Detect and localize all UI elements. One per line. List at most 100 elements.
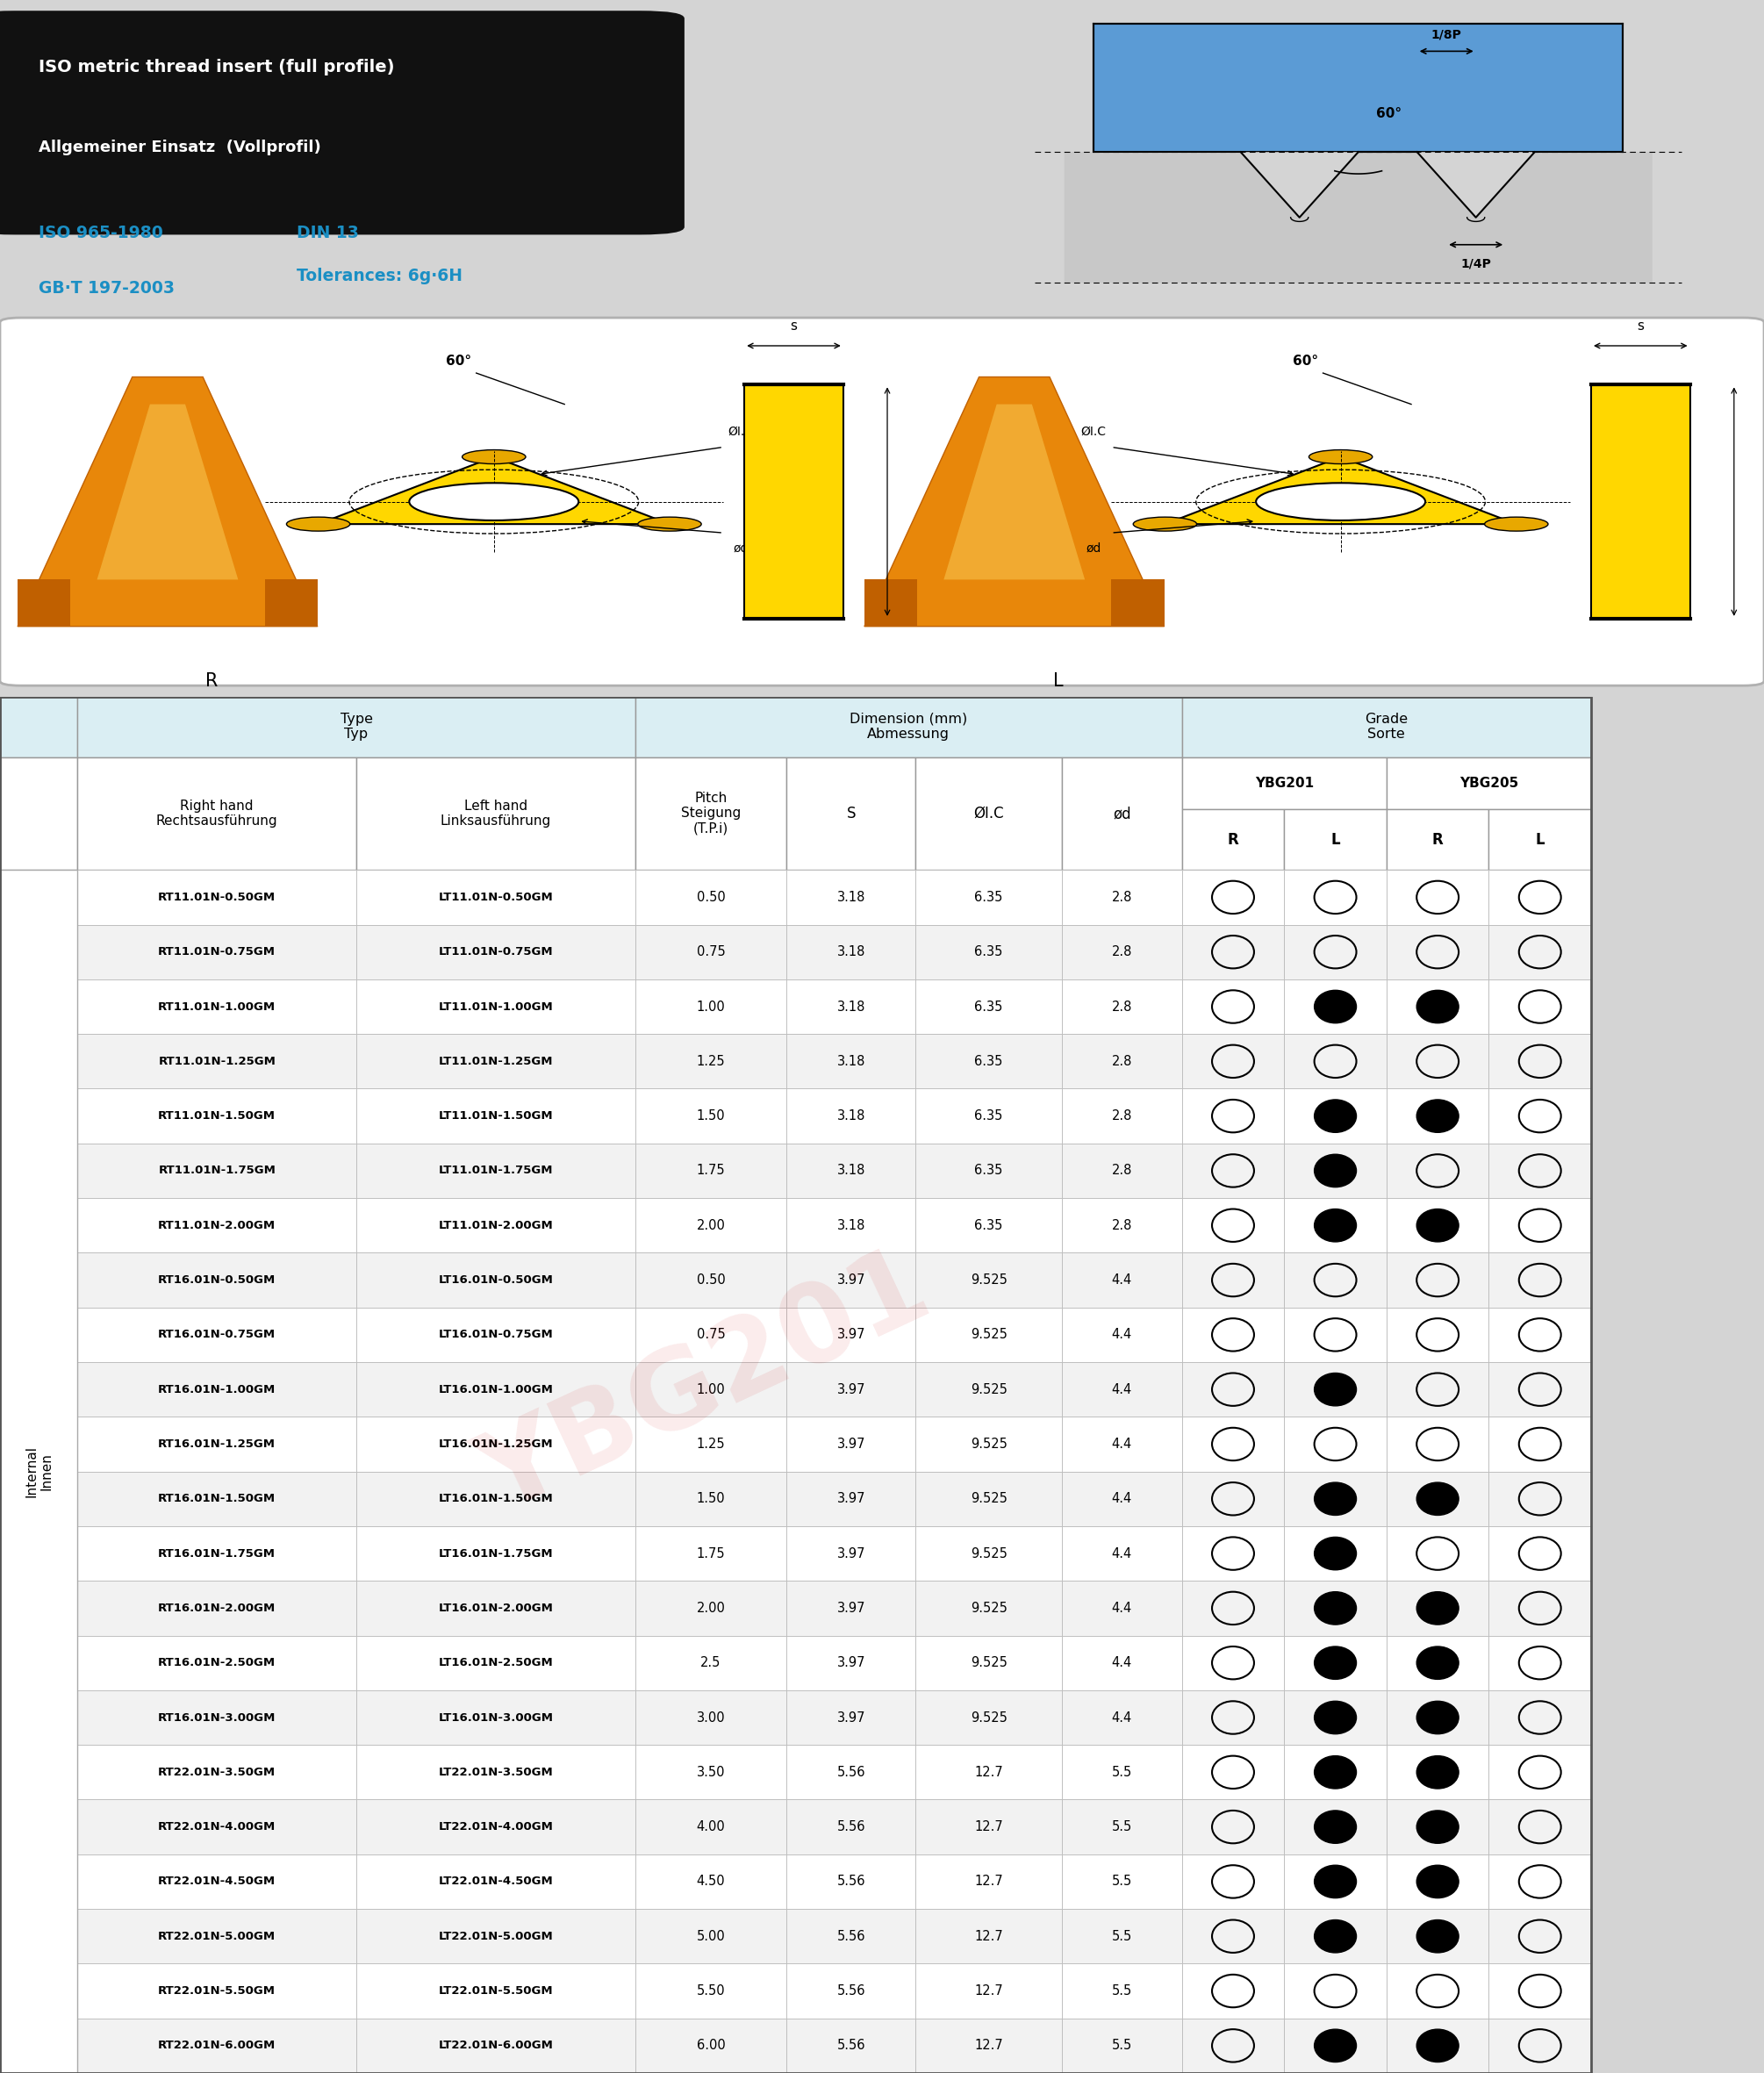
Text: 9.525: 9.525 — [970, 1437, 1007, 1451]
Text: R: R — [205, 672, 219, 690]
Bar — [1284, 1198, 1387, 1252]
Bar — [1182, 978, 1284, 1034]
Bar — [1489, 1416, 1591, 1472]
Text: 3.18: 3.18 — [836, 1055, 866, 1068]
Bar — [1387, 1088, 1489, 1144]
Circle shape — [1416, 1646, 1459, 1679]
Bar — [635, 871, 787, 925]
FancyBboxPatch shape — [0, 10, 684, 234]
Polygon shape — [1111, 580, 1164, 626]
Text: L: L — [1053, 672, 1064, 690]
Bar — [1387, 1198, 1489, 1252]
Circle shape — [1416, 991, 1459, 1024]
Bar — [78, 871, 356, 925]
Bar — [787, 925, 916, 978]
Bar — [1489, 1853, 1591, 1909]
Text: 3.97: 3.97 — [836, 1383, 866, 1395]
Text: 2.5: 2.5 — [700, 1656, 721, 1669]
Text: 1.25: 1.25 — [697, 1055, 725, 1068]
Text: 2.8: 2.8 — [1111, 999, 1132, 1014]
Text: RT11.01N-1.75GM: RT11.01N-1.75GM — [159, 1165, 275, 1175]
Text: LT22.01N-3.50GM: LT22.01N-3.50GM — [437, 1766, 554, 1779]
Text: LT16.01N-1.75GM: LT16.01N-1.75GM — [439, 1549, 552, 1559]
Bar — [1182, 1472, 1284, 1526]
Bar — [1489, 871, 1591, 925]
Bar — [1489, 1963, 1591, 2019]
Text: RT16.01N-2.50GM: RT16.01N-2.50GM — [159, 1656, 275, 1669]
Bar — [1284, 1689, 1387, 1745]
Text: 9.525: 9.525 — [970, 1710, 1007, 1725]
Bar — [1062, 1198, 1182, 1252]
FancyBboxPatch shape — [0, 317, 1764, 686]
Text: ød: ød — [734, 543, 748, 556]
Bar — [787, 871, 916, 925]
Bar — [1387, 1416, 1489, 1472]
Circle shape — [1314, 1482, 1357, 1515]
Bar — [1387, 871, 1489, 925]
Text: LT22.01N-5.50GM: LT22.01N-5.50GM — [439, 1986, 552, 1996]
Text: 4.4: 4.4 — [1111, 1493, 1132, 1505]
Text: 2.00: 2.00 — [697, 1602, 725, 1615]
Circle shape — [1416, 1482, 1459, 1515]
Bar — [356, 978, 635, 1034]
Text: 4.4: 4.4 — [1111, 1329, 1132, 1341]
Polygon shape — [1591, 386, 1690, 618]
Text: LT11.01N-1.50GM: LT11.01N-1.50GM — [439, 1111, 552, 1121]
Bar — [635, 1799, 787, 1853]
Text: Left hand
Linksausführung: Left hand Linksausführung — [441, 800, 550, 827]
Bar — [787, 1472, 916, 1526]
Bar — [1489, 1088, 1591, 1144]
Bar — [1182, 2019, 1284, 2073]
Text: ØI.C: ØI.C — [974, 806, 1004, 821]
Text: RT22.01N-4.50GM: RT22.01N-4.50GM — [159, 1876, 275, 1886]
Polygon shape — [1064, 151, 1653, 282]
Bar — [1284, 871, 1387, 925]
Bar — [1284, 1416, 1387, 1472]
Text: 6.35: 6.35 — [974, 1109, 1004, 1124]
Text: 4.4: 4.4 — [1111, 1383, 1132, 1395]
Bar — [1284, 1799, 1387, 1853]
Text: LT16.01N-2.50GM: LT16.01N-2.50GM — [437, 1656, 554, 1669]
Bar — [1387, 1526, 1489, 1582]
Bar — [1182, 1416, 1284, 1472]
Bar — [1489, 978, 1591, 1034]
Polygon shape — [318, 456, 670, 524]
Bar — [1489, 1526, 1591, 1582]
Text: 2.8: 2.8 — [1111, 891, 1132, 904]
Text: ød: ød — [1113, 806, 1131, 821]
Bar — [356, 757, 635, 871]
Text: Type
Typ: Type Typ — [340, 713, 372, 740]
Bar — [356, 2019, 635, 2073]
Text: 5.56: 5.56 — [836, 1930, 866, 1942]
Bar — [787, 1636, 916, 1689]
Bar — [916, 978, 1062, 1034]
Bar — [1387, 1853, 1489, 1909]
Text: 9.525: 9.525 — [970, 1546, 1007, 1561]
Bar — [1182, 1252, 1284, 1308]
Text: 1.50: 1.50 — [697, 1493, 725, 1505]
Text: RT11.01N-0.75GM: RT11.01N-0.75GM — [159, 945, 275, 958]
Circle shape — [1314, 1702, 1357, 1733]
Bar — [1387, 1144, 1489, 1198]
Bar — [1062, 757, 1182, 871]
Bar — [1387, 2019, 1489, 2073]
Text: 5.5: 5.5 — [1111, 1820, 1132, 1833]
Bar — [78, 1909, 356, 1963]
Bar — [787, 757, 916, 871]
Circle shape — [1314, 1646, 1357, 1679]
Bar — [916, 1472, 1062, 1526]
Bar — [78, 1853, 356, 1909]
Text: L: L — [1535, 831, 1545, 848]
Bar — [787, 1689, 916, 1745]
Text: Toleranz: Toleranz — [296, 317, 374, 334]
Bar — [1387, 925, 1489, 978]
Text: Grade
Sorte: Grade Sorte — [1365, 713, 1408, 740]
Bar — [635, 978, 787, 1034]
Polygon shape — [265, 580, 318, 626]
Bar — [356, 1308, 635, 1362]
Circle shape — [1416, 1756, 1459, 1789]
Bar — [356, 1144, 635, 1198]
Polygon shape — [97, 404, 238, 580]
Bar — [1182, 697, 1591, 757]
Bar — [787, 978, 916, 1034]
